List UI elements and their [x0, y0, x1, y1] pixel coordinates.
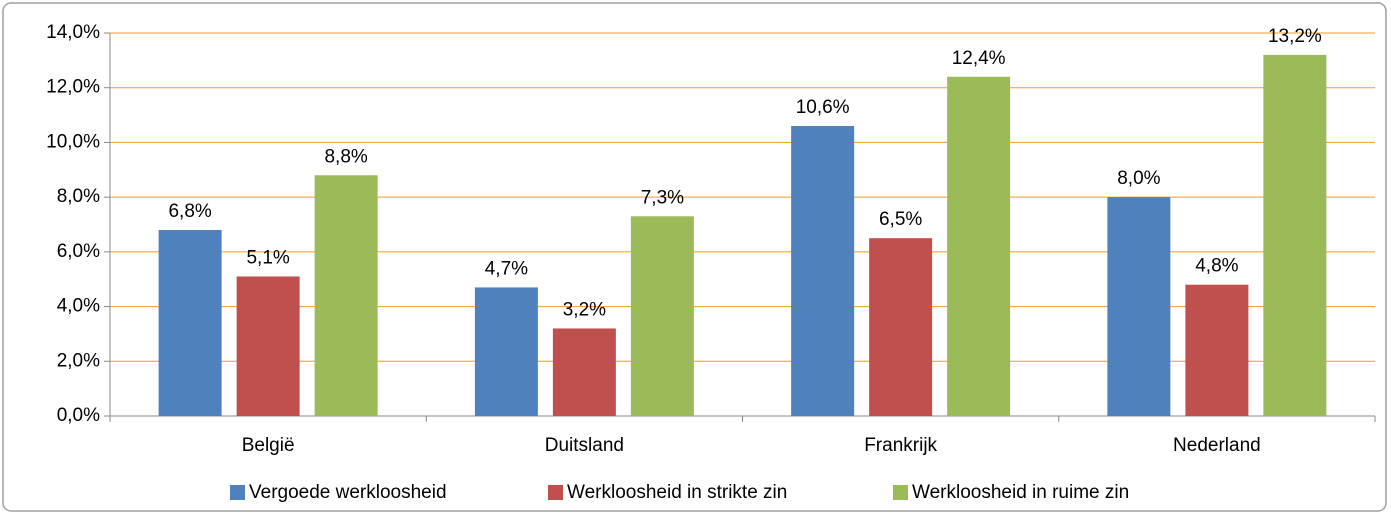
value-label: 3,2% [563, 299, 606, 320]
value-label: 4,8% [1195, 256, 1238, 277]
value-label: 4,7% [485, 258, 528, 279]
legend-label: Vergoede werkloosheid [249, 482, 447, 503]
value-label: 10,6% [796, 97, 850, 118]
y-tick-label: 8,0% [57, 186, 100, 207]
value-label: 12,4% [952, 48, 1006, 69]
x-tick-label: Frankrijk [864, 435, 937, 456]
value-label: 5,1% [246, 247, 289, 268]
y-tick-label: 6,0% [57, 241, 100, 262]
legend-swatch [230, 485, 245, 500]
bar [314, 175, 378, 416]
x-tick-label: België [242, 435, 295, 456]
bar [474, 287, 538, 416]
y-tick-label: 2,0% [57, 350, 100, 371]
legend-label: Werkloosheid in strikte zin [567, 482, 787, 503]
bar [158, 229, 222, 416]
x-tick-label: Nederland [1173, 435, 1261, 456]
bar [236, 276, 300, 416]
bar [1263, 54, 1327, 417]
y-tick-label: 4,0% [57, 296, 100, 317]
value-label: 6,5% [879, 209, 922, 230]
legend-swatch [893, 485, 908, 500]
value-label: 8,8% [324, 146, 367, 167]
y-tick-label: 0,0% [57, 405, 100, 426]
y-tick-label: 12,0% [46, 77, 100, 98]
legend-swatch [548, 485, 563, 500]
bar [869, 238, 933, 416]
bar [552, 328, 616, 416]
y-tick-label: 10,0% [46, 131, 100, 152]
bar [1107, 197, 1171, 416]
value-label: 7,3% [641, 187, 684, 208]
legend-label: Werkloosheid in ruime zin [912, 482, 1129, 503]
bar [947, 76, 1011, 417]
value-label: 8,0% [1117, 168, 1160, 189]
x-tick-label: Duitsland [545, 435, 624, 456]
value-label: 6,8% [168, 201, 211, 222]
bar [1185, 284, 1249, 416]
y-tick-label: 14,0% [46, 22, 100, 43]
value-label: 13,2% [1268, 26, 1322, 47]
bar [630, 216, 694, 416]
bar [791, 126, 855, 416]
